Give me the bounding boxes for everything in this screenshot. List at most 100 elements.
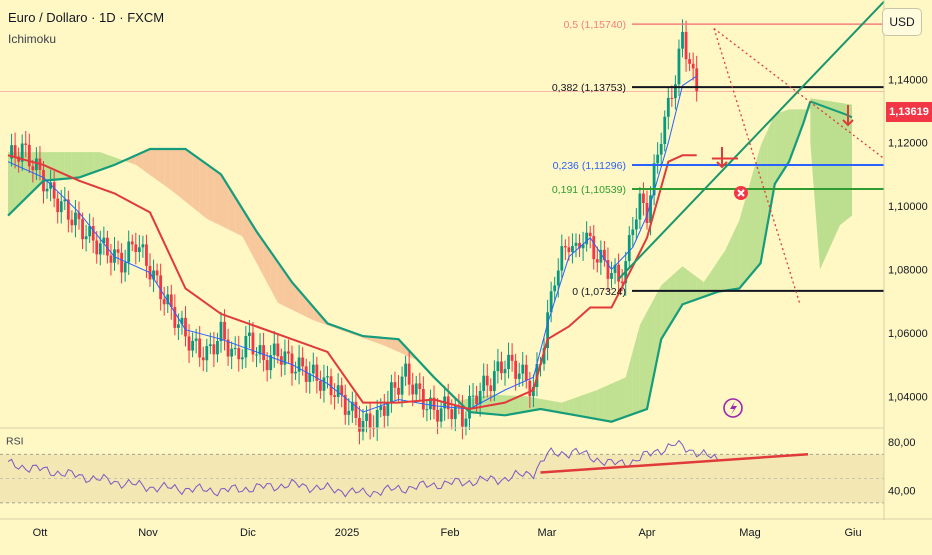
- candle: [95, 240, 99, 255]
- candle: [311, 364, 315, 374]
- candle: [74, 212, 77, 226]
- y-tick-label: 1,04000: [888, 391, 928, 403]
- candle: [272, 343, 276, 356]
- rsi-trendline[interactable]: [540, 453, 809, 474]
- candle: [308, 373, 312, 382]
- candle: [585, 232, 589, 245]
- candle: [358, 417, 361, 432]
- candle: [216, 340, 219, 355]
- x-tick-label: Nov: [138, 527, 158, 539]
- cloud-segment: [199, 159, 207, 219]
- candle: [610, 272, 613, 279]
- candle: [10, 145, 13, 159]
- candle: [91, 226, 95, 241]
- x-tick-label: Giu: [844, 527, 861, 539]
- cloud-segment: [171, 149, 179, 196]
- candle: [319, 380, 322, 391]
- cloud-segment: [497, 395, 505, 416]
- cloud-segment: [576, 395, 584, 417]
- arrow-head: [716, 161, 728, 169]
- cloud-segment: [22, 152, 30, 202]
- future-cloud: [810, 98, 852, 270]
- candle: [663, 116, 667, 145]
- lightning-icon[interactable]: [723, 398, 743, 418]
- candle: [297, 357, 301, 372]
- candle: [276, 343, 280, 357]
- fib-level-label: 0,191 (1,10539): [552, 184, 626, 196]
- candle: [102, 237, 106, 244]
- candle: [390, 382, 393, 403]
- candle: [642, 193, 645, 203]
- cloud-segment: [796, 109, 804, 143]
- candle: [528, 380, 532, 397]
- candle: [290, 353, 294, 374]
- candle: [397, 387, 400, 395]
- arrow-down-icon: [842, 105, 854, 127]
- fib-level-label: 0,5 (1,15740): [564, 19, 626, 31]
- candle: [223, 321, 226, 340]
- cloud-segment: [732, 220, 740, 290]
- candle: [240, 357, 244, 360]
- cloud-segment: [597, 386, 605, 421]
- candle: [326, 376, 329, 378]
- candle: [333, 395, 336, 397]
- cloud-segment: [157, 149, 165, 186]
- candle: [343, 394, 347, 415]
- candle: [52, 182, 56, 199]
- candle: [578, 242, 581, 249]
- candle: [329, 376, 333, 396]
- cloud-segment: [86, 152, 94, 176]
- candle: [439, 408, 443, 422]
- kijun-sen-line: [7, 154, 697, 411]
- candle: [177, 324, 180, 328]
- cloud-segment: [668, 272, 676, 328]
- price-trendline[interactable]: [617, 0, 885, 280]
- candle: [627, 235, 631, 262]
- candle: [482, 375, 486, 392]
- cloud-segment: [79, 152, 87, 178]
- candle: [496, 361, 500, 372]
- cloud-segment: [483, 394, 491, 415]
- cloud-segment: [398, 339, 406, 356]
- cloud-segment: [135, 152, 143, 170]
- candle: [507, 354, 510, 370]
- candle: [340, 385, 344, 395]
- cloud-segment: [213, 169, 221, 226]
- candle: [574, 242, 578, 246]
- cloud-segment: [107, 154, 115, 168]
- candle: [258, 345, 262, 355]
- candle: [681, 31, 684, 49]
- candle: [634, 219, 638, 230]
- candle: [84, 236, 88, 240]
- cloud-segment: [64, 152, 72, 179]
- x-tick-label: Mag: [739, 527, 760, 539]
- indicator-label[interactable]: Ichimoku: [8, 32, 57, 46]
- currency-button[interactable]: USD: [882, 8, 922, 36]
- cloud-segment: [746, 170, 754, 281]
- candle: [638, 193, 642, 220]
- cloud-segment: [164, 149, 172, 191]
- candle: [386, 402, 390, 416]
- candle: [521, 364, 525, 374]
- candle: [400, 376, 404, 395]
- candle: [599, 249, 603, 263]
- candle: [180, 317, 184, 325]
- candle: [524, 364, 528, 381]
- candle: [532, 386, 535, 397]
- rsi-label: RSI: [6, 436, 24, 448]
- candle: [631, 229, 635, 236]
- y-tick-label: 1,06000: [888, 328, 928, 340]
- candle: [432, 397, 436, 410]
- candle: [560, 246, 564, 271]
- cloud-segment: [391, 338, 399, 352]
- candle: [656, 154, 660, 164]
- cloud-segment: [639, 311, 647, 412]
- candle: [226, 339, 230, 357]
- candle: [45, 188, 49, 192]
- cloud-segment: [568, 397, 576, 416]
- candle: [652, 163, 656, 196]
- candle: [265, 360, 269, 371]
- cloud-segment: [682, 266, 690, 305]
